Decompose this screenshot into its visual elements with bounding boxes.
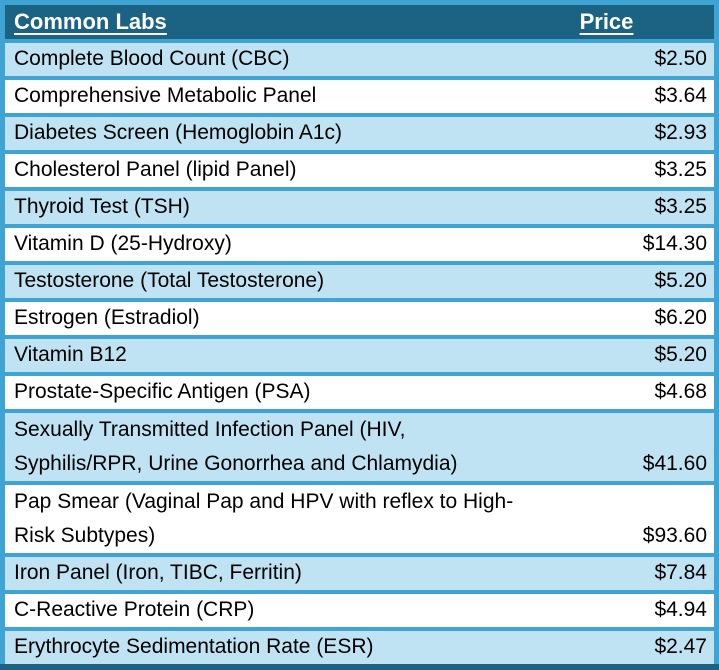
table-body: Complete Blood Count (CBC) $2.50 Compreh… <box>5 43 714 664</box>
table-row: Diabetes Screen (Hemoglobin A1c) $2.93 <box>5 117 714 150</box>
table-row: Comprehensive Metabolic Panel $3.64 <box>5 80 714 113</box>
table-row: Testosterone (Total Testosterone) $5.20 <box>5 265 714 298</box>
table-row: Vitamin B12 $5.20 <box>5 339 714 372</box>
table-header-row: Common Labs Price <box>5 5 714 39</box>
table-row: C-Reactive Protein (CRP) $4.94 <box>5 594 714 627</box>
price-cell: $5.20 <box>654 343 707 366</box>
price-cell: $4.68 <box>654 380 707 403</box>
table-row: Iron Panel (Iron, TIBC, Ferritin) $7.84 <box>5 557 714 590</box>
table-row: Sexually Transmitted Infection Panel (HI… <box>5 413 714 481</box>
lab-name-cell: Thyroid Test (TSH) <box>14 195 190 218</box>
lab-name-cell: Vitamin D (25-Hydroxy) <box>14 232 232 255</box>
table-row: Estrogen (Estradiol) $6.20 <box>5 302 714 335</box>
table-row: Complete Blood Count (CBC) $2.50 <box>5 43 714 76</box>
price-cell: $5.20 <box>654 269 707 292</box>
table-row: Prostate-Specific Antigen (PSA) $4.68 <box>5 376 714 409</box>
price-cell: $7.84 <box>654 561 707 584</box>
price-cell: $6.20 <box>654 306 707 329</box>
lab-name-cell: Prostate-Specific Antigen (PSA) <box>14 380 311 403</box>
lab-name-cell: Estrogen (Estradiol) <box>14 306 200 329</box>
price-cell: $3.25 <box>654 195 707 218</box>
lab-name-cell: Testosterone (Total Testosterone) <box>14 269 325 292</box>
lab-name-cell: Diabetes Screen (Hemoglobin A1c) <box>14 121 343 144</box>
price-cell: $41.60 <box>642 452 707 475</box>
column-header-price: Price <box>579 9 634 34</box>
price-cell: $93.60 <box>642 524 707 547</box>
lab-name-cell: Iron Panel (Iron, TIBC, Ferritin) <box>14 561 302 584</box>
lab-name-cell: Cholesterol Panel (lipid Panel) <box>14 158 297 181</box>
price-cell: $14.30 <box>642 232 707 255</box>
price-cell: $3.25 <box>654 158 707 181</box>
lab-name-cell: Comprehensive Metabolic Panel <box>14 84 317 107</box>
price-cell: $3.64 <box>654 84 707 107</box>
table-row: Thyroid Test (TSH) $3.25 <box>5 191 714 224</box>
lab-name-cell: Vitamin B12 <box>14 343 127 366</box>
table-row: Pap Smear (Vaginal Pap and HPV with refl… <box>5 485 714 553</box>
table-row: Cholesterol Panel (lipid Panel) $3.25 <box>5 154 714 187</box>
price-cell: $2.47 <box>654 635 707 658</box>
lab-name-cell: Complete Blood Count (CBC) <box>14 47 290 70</box>
column-header-common-labs: Common Labs <box>14 9 167 34</box>
lab-name-cell: C-Reactive Protein (CRP) <box>14 598 255 621</box>
lab-name-cell: Pap Smear (Vaginal Pap and HPV with refl… <box>14 490 514 547</box>
price-cell: $2.50 <box>654 47 707 70</box>
lab-name-cell: Erythrocyte Sedimentation Rate (ESR) <box>14 635 374 658</box>
lab-name-cell: Sexually Transmitted Infection Panel (HI… <box>14 418 458 475</box>
table-row: Erythrocyte Sedimentation Rate (ESR) $2.… <box>5 631 714 664</box>
price-cell: $2.93 <box>654 121 707 144</box>
price-cell: $4.94 <box>654 598 707 621</box>
table-row: Vitamin D (25-Hydroxy) $14.30 <box>5 228 714 261</box>
